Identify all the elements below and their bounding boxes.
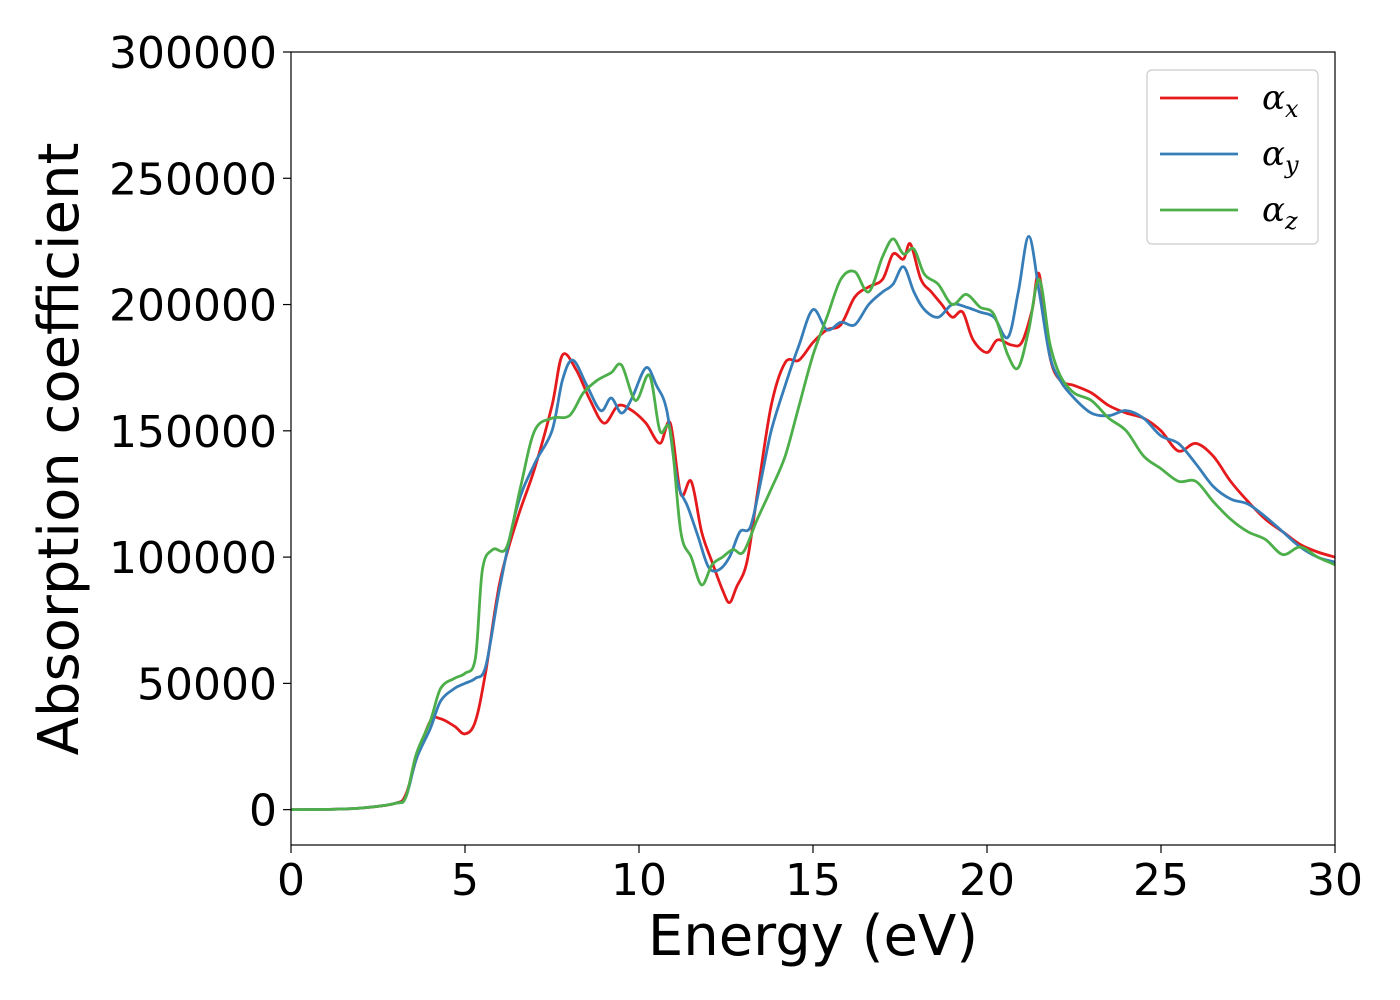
x-tick-label: 5 (451, 855, 479, 906)
x-tick-label: 15 (785, 855, 841, 906)
x-tick-label: 20 (959, 855, 1015, 906)
y-tick-label: 200000 (109, 281, 277, 332)
legend: αx αy αz (1146, 69, 1319, 245)
legend-box (1146, 69, 1319, 245)
x-tick-label: 25 (1133, 855, 1189, 906)
series-line-y (290, 235, 1336, 811)
y-axis: 0 50000 100000 150000 200000 250000 300000 (109, 28, 291, 837)
legend-label-y: αy (1262, 134, 1299, 179)
x-tick-label: 30 (1307, 855, 1363, 906)
legend-label-z: αz (1262, 190, 1298, 235)
y-tick-label: 150000 (109, 407, 277, 458)
x-tick-label: 0 (277, 855, 305, 906)
y-axis-label: Absorption coefficient (27, 143, 92, 756)
series-line-x (290, 242, 1336, 811)
series-line-z (290, 237, 1336, 811)
y-tick-label: 100000 (109, 533, 277, 584)
y-tick-label: 300000 (109, 28, 277, 79)
legend-label-x: αx (1262, 78, 1299, 123)
y-tick-label: 250000 (109, 154, 277, 205)
y-tick-label: 50000 (137, 659, 277, 710)
y-tick-label: 0 (249, 786, 277, 837)
x-axis-label: Energy (eV) (648, 904, 978, 969)
x-tick-label: 10 (611, 855, 667, 906)
plot-series (290, 235, 1336, 811)
x-axis: 0 5 10 15 20 25 30 (277, 845, 1363, 906)
